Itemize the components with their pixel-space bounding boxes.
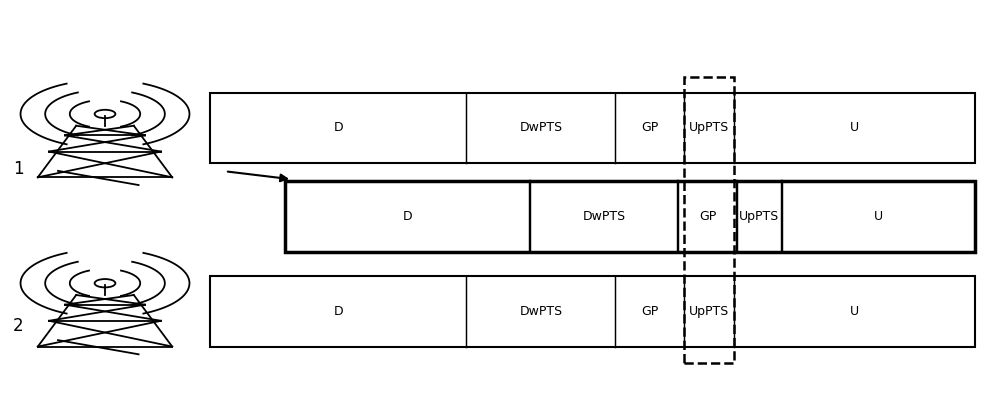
Text: UpPTS: UpPTS [689, 305, 729, 318]
Bar [210, 93, 975, 163]
Text: UpPTS: UpPTS [739, 210, 779, 223]
Text: 2: 2 [13, 318, 23, 335]
Text: DwPTS: DwPTS [519, 305, 562, 318]
Text: D: D [333, 121, 343, 135]
Text: 1: 1 [13, 160, 23, 178]
Text: GP: GP [641, 121, 659, 135]
Bar [210, 276, 975, 347]
Bar [285, 181, 975, 252]
Text: DwPTS: DwPTS [583, 210, 626, 223]
Text: DwPTS: DwPTS [519, 121, 562, 135]
Text: U: U [850, 305, 859, 318]
Text: U: U [874, 210, 883, 223]
Text: GP: GP [641, 305, 659, 318]
Text: D: D [403, 210, 412, 223]
Text: GP: GP [699, 210, 716, 223]
Text: D: D [333, 305, 343, 318]
Bar [684, 77, 734, 363]
Text: U: U [850, 121, 859, 135]
Text: UpPTS: UpPTS [689, 121, 729, 135]
